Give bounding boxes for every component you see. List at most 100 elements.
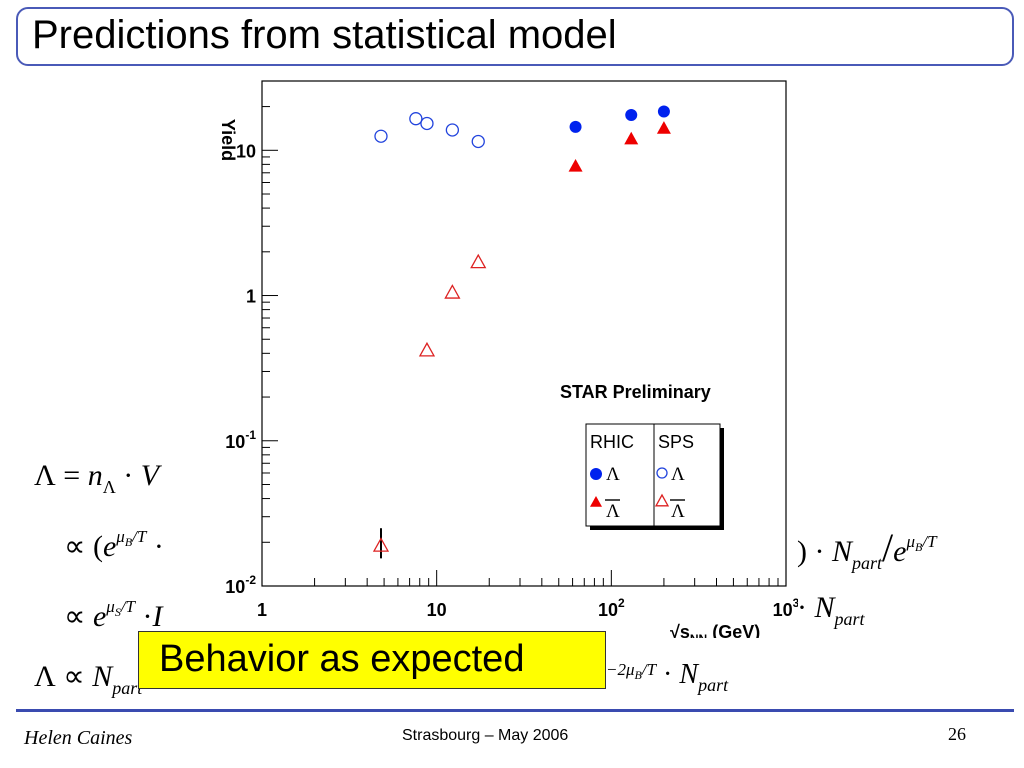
y-tick-label: 1 (246, 287, 256, 307)
footer-event: Strasbourg – May 2006 (402, 727, 569, 744)
footer-author: Helen Caines (24, 727, 133, 749)
eq3r-n: N (814, 591, 835, 624)
y-tick-label: 10 (236, 141, 256, 161)
eq3-exp-rest: /T (120, 597, 135, 616)
eq2r-exp-rest: /T (922, 532, 937, 551)
eq2r-n: N (832, 535, 853, 568)
data-point-triangle-open (372, 537, 390, 552)
eq2r-paren: ) (797, 535, 807, 568)
x-axis-label: √sNN (GeV) (670, 622, 760, 638)
star-preliminary-label: STAR Preliminary (560, 382, 711, 402)
eq2r-e: e (893, 535, 907, 568)
eq1-dot: · (123, 459, 134, 492)
legend-marker-sps-antilambda (654, 493, 670, 507)
eq3r-n-sub: part (834, 609, 865, 629)
x-axis-label-unit: (GeV) (707, 622, 760, 638)
x-tick-exponent: 3 (793, 596, 798, 610)
eq4r-n-sub: part (698, 675, 729, 695)
eq4r-exp: −2μ (606, 660, 635, 679)
legend-header-rhic: RHIC (590, 432, 634, 452)
x-tick-label: 10 (427, 600, 447, 620)
x-axis-label-main: √s (670, 622, 690, 638)
footer-divider (16, 709, 1014, 712)
eq1-v: V (140, 459, 160, 492)
eq1-n: n (87, 459, 103, 492)
eq1-n-sub: Λ (102, 477, 116, 497)
legend-label-sps-antilambda: Λ (671, 501, 685, 522)
eq1-lambda: Λ (34, 459, 56, 492)
equation-3-right: · Npart (797, 591, 865, 629)
eq3r-dot: · (797, 591, 807, 624)
eq4r-n: N (679, 659, 699, 690)
eq2r-slash: / (882, 525, 894, 570)
eq4-prop: ∝ (63, 660, 85, 693)
equation-4-right: −2μB/T · Npart (606, 659, 729, 695)
eq4r-exp-rest: /T (641, 660, 657, 679)
eq3-mu-sub: S (114, 605, 121, 619)
eq2r-n-sub: part (852, 553, 883, 573)
data-point-circle-open (374, 129, 388, 143)
eq2-prop: ∝ (64, 530, 86, 563)
callout-text: Behavior as expected (159, 638, 525, 680)
slide-title: Predictions from statistical model (32, 13, 617, 57)
data-point-triangle-filled (656, 121, 671, 134)
data-point-circle-open (471, 134, 485, 149)
eq4-n-sub: part (112, 678, 143, 698)
eq2r-dot: · (814, 535, 825, 568)
eq4r-exp-sub: B (634, 668, 642, 682)
eq4-lambda: Λ (34, 660, 56, 693)
legend-marker-sps-lambda (656, 467, 668, 479)
data-point-triangle-filled (624, 131, 639, 145)
equation-lambda-density: Λ = nΛ · V (34, 459, 160, 497)
x-tick-label: 102 (598, 596, 625, 620)
eq2-dot: · (153, 530, 164, 563)
eq2-exp-rest: /T (132, 527, 147, 546)
legend-marker-rhic-lambda (590, 468, 602, 480)
callout-box: Behavior as expected (138, 631, 606, 689)
equation-2-right: ) · Npart/eμB/T (797, 525, 937, 573)
data-point-circle-open (445, 123, 460, 137)
data-point-circle-open (420, 116, 434, 131)
eq3-mu: μ (106, 597, 115, 616)
legend-header-sps: SPS (658, 432, 694, 452)
equation-2-left: ∝ (eμB/T · (64, 528, 164, 562)
eq1-equals: = (63, 459, 81, 492)
equation-4-left: Λ ∝ Npart (34, 660, 143, 698)
eq3-e: e (92, 600, 107, 633)
data-point-circle-filled (569, 120, 582, 133)
eq3-prop: ∝ (64, 600, 86, 633)
eq2r-mu-sub: B (915, 540, 923, 554)
y-tick-exponent: -2 (245, 573, 256, 587)
eq2-mu: μ (116, 527, 125, 546)
data-point-triangle-open (470, 253, 487, 269)
x-tick-exponent: 2 (618, 596, 625, 610)
eq4r-dot: · (663, 659, 673, 690)
eq2-paren: ( (92, 530, 103, 563)
y-tick-label: 10-2 (225, 573, 256, 597)
y-tick-exponent: -1 (245, 428, 256, 442)
legend-label-rhic-antilambda: Λ (606, 501, 620, 522)
legend-marker-rhic-antilambda (590, 496, 602, 507)
x-tick-label: 1 (257, 600, 267, 620)
eq2r-mu: μ (906, 532, 916, 551)
data-point-circle-open (409, 112, 423, 126)
data-point-triangle-open (418, 341, 436, 357)
equation-3-left: ∝ eμS/T ·I (64, 598, 163, 632)
data-point-triangle-filled (568, 158, 583, 172)
legend-label-sps-lambda: Λ (671, 464, 685, 485)
x-tick-label: 103 (773, 596, 798, 620)
eq3-dot: · (142, 600, 153, 633)
y-tick-label: 10-1 (225, 428, 256, 452)
legend-box (585, 423, 721, 527)
eq4-n: N (92, 660, 113, 693)
data-point-circle-filled (657, 105, 670, 118)
title-box: Predictions from statistical model (16, 7, 1014, 66)
x-axis-label-sub: NN (690, 632, 707, 638)
data-point-circle-filled (625, 108, 638, 121)
legend-label-rhic-lambda: Λ (606, 464, 620, 485)
eq3-frag: I (152, 600, 163, 633)
data-point-triangle-open (444, 284, 461, 299)
page-number: 26 (948, 724, 966, 744)
eq2-mu-sub: B (124, 535, 133, 549)
